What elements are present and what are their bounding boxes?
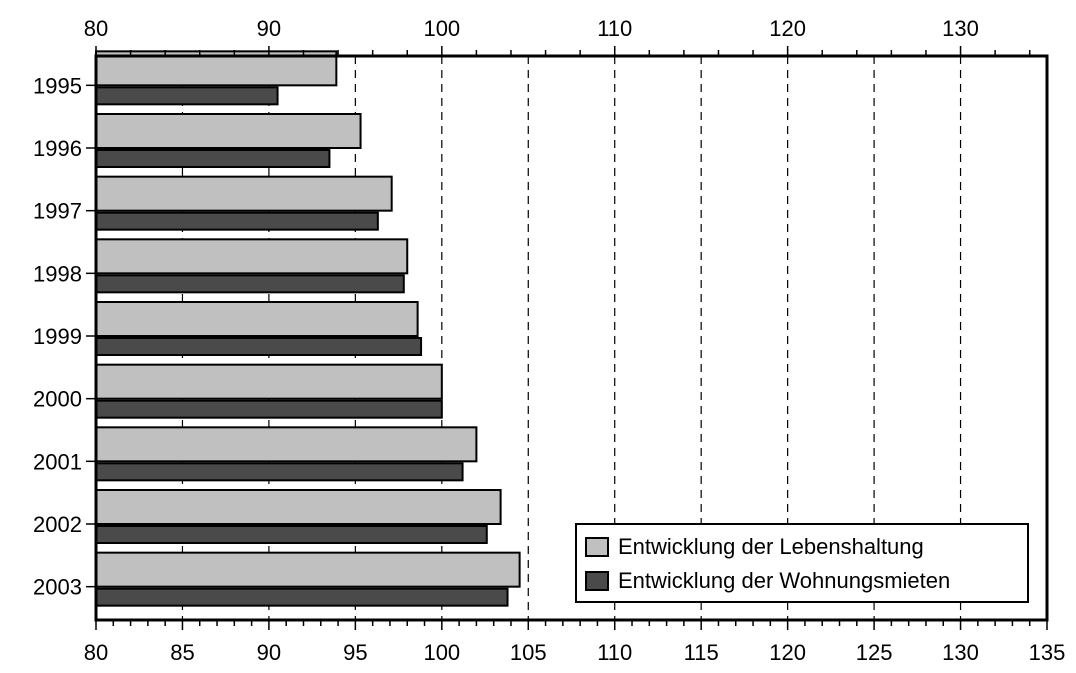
bar-wohnungsmieten-1996 (95, 149, 331, 168)
bottom-tick-label: 115 (684, 640, 719, 665)
top-tick-label: 130 (942, 16, 979, 41)
bar-lebenshaltung-1999 (95, 301, 419, 337)
bottom-tick-label: 110 (597, 640, 632, 665)
bar-lebenshaltung-2001 (95, 426, 478, 463)
bar-wohnungsmieten-1995 (95, 86, 279, 106)
bar-lebenshaltung-2003 (95, 551, 521, 588)
bar-lebenshaltung-1997 (95, 175, 393, 212)
bar-wohnungsmieten-1997 (95, 211, 379, 231)
top-tick-label: 100 (423, 16, 460, 41)
legend-label-wohnungsmieten: Entwicklung der Wohnungsmieten (618, 568, 950, 593)
legend: Entwicklung der Lebenshaltung Entwicklun… (575, 523, 1029, 603)
bar-lebenshaltung-2000 (95, 363, 443, 400)
bottom-tick-label: 120 (769, 640, 806, 665)
bottom-tick-label: 130 (942, 640, 979, 665)
bar-wohnungsmieten-1999 (95, 337, 423, 356)
axes: 80 85 90 95 100 105 110 115 120 125 130 135 80 90 100 1… (33, 16, 1065, 665)
bars (95, 50, 521, 607)
bottom-tick-label: 135 (1029, 640, 1066, 665)
category-label: 2001 (33, 449, 82, 474)
top-tick-label: 90 (257, 16, 281, 41)
bottom-tick-label: 85 (170, 640, 194, 665)
bar-wohnungsmieten-2002 (95, 525, 488, 544)
bar-lebenshaltung-1996 (95, 113, 362, 149)
bottom-tick-label: 105 (510, 640, 547, 665)
top-tick-label: 110 (597, 16, 632, 41)
bar-lebenshaltung-1998 (95, 238, 409, 275)
top-tick-label: 120 (769, 16, 806, 41)
category-label: 1995 (33, 73, 82, 98)
category-label: 2000 (33, 387, 82, 412)
bottom-tick-label: 100 (423, 640, 460, 665)
legend-box (575, 523, 1029, 603)
plot-frame (94, 54, 1049, 622)
bottom-tick-label: 95 (343, 640, 367, 665)
bottom-tick-label: 125 (856, 640, 893, 665)
category-label: 1996 (33, 136, 82, 161)
bar-wohnungsmieten-2001 (95, 462, 464, 482)
legend-swatch-wohnungsmieten (585, 571, 609, 591)
category-label: 2002 (33, 512, 82, 537)
legend-swatch-lebenshaltung (585, 537, 609, 557)
bar-wohnungsmieten-2000 (95, 399, 443, 419)
category-label: 1999 (33, 324, 82, 349)
bar-wohnungsmieten-1998 (95, 274, 405, 294)
top-tick-label: 80 (84, 16, 108, 41)
category-label: 1997 (33, 199, 82, 224)
legend-label-lebenshaltung: Entwicklung der Lebenshaltung (618, 534, 924, 559)
bar-lebenshaltung-2002 (95, 489, 502, 525)
bottom-tick-label: 90 (257, 640, 281, 665)
category-label: 2003 (33, 575, 82, 600)
bar-wohnungsmieten-2003 (95, 587, 509, 607)
category-label: 1998 (33, 261, 82, 286)
bottom-tick-label: 80 (84, 640, 108, 665)
